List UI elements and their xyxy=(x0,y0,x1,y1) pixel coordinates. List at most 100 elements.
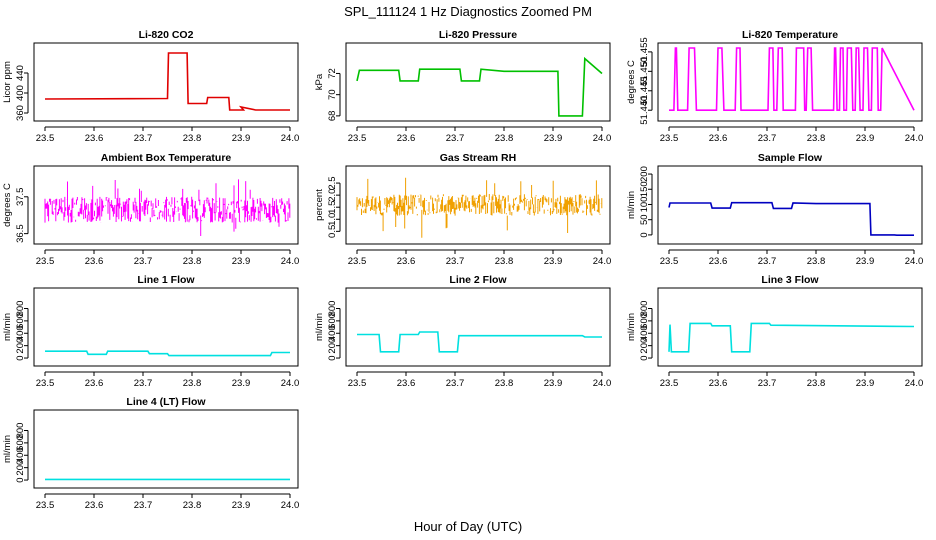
x-tick-label: 23.8 xyxy=(183,256,202,267)
x-tick-label: 23.7 xyxy=(446,378,465,389)
panel-grid: Li-820 CO2 23.5 23.6 23.7 23.8 23.9 24.0 360 400… xyxy=(2,29,923,511)
y-tick-label: 1.0 xyxy=(327,213,338,226)
x-tick-label: 23.9 xyxy=(856,133,875,144)
figure-xlabel: Hour of Day (UTC) xyxy=(414,519,522,534)
plot-frame xyxy=(33,287,299,367)
chart-panel-1: Li-820 CO2 23.5 23.6 23.7 23.8 23.9 24.0 360 400… xyxy=(2,29,299,144)
panel-title: Li-820 Pressure xyxy=(439,29,517,41)
x-tick-label: 24.0 xyxy=(593,378,612,389)
y-axis-label: percent xyxy=(314,189,325,221)
y-tick-label: 440 xyxy=(15,65,26,81)
x-tick-label: 23.8 xyxy=(183,133,202,144)
x-tick-label: 23.8 xyxy=(495,256,514,267)
y-tick-label: 100 xyxy=(639,197,650,213)
x-tick-label: 23.5 xyxy=(36,133,55,144)
x-tick-label: 24.0 xyxy=(905,378,924,389)
series-line xyxy=(45,350,290,357)
x-tick-label: 23.5 xyxy=(36,378,55,389)
x-tick-label: 24.0 xyxy=(593,256,612,267)
x-tick-label: 23.6 xyxy=(85,133,104,144)
x-tick-label: 24.0 xyxy=(281,256,300,267)
y-tick-label: 400 xyxy=(639,325,650,341)
x-tick-label: 23.5 xyxy=(348,256,367,267)
x-tick-label: 23.9 xyxy=(232,500,251,511)
x-tick-label: 24.0 xyxy=(905,256,924,267)
chart-panel-2: Li-820 Pressure 23.5 23.6 23.7 23.8 23.9 24.0 6… xyxy=(314,29,611,144)
y-tick-label: 2.0 xyxy=(327,189,338,202)
y-tick-label: 0 xyxy=(327,355,338,360)
x-tick-label: 23.5 xyxy=(36,500,55,511)
y-tick-label: 200 xyxy=(639,338,650,354)
x-tick-label: 23.8 xyxy=(807,133,826,144)
chart-panel-5: Gas Stream RH 23.5 23.6 23.7 23.8 23.9 24.0 0.5… xyxy=(314,152,611,267)
y-tick-label: 800 xyxy=(327,301,338,317)
panel-title: Li-820 Temperature xyxy=(742,29,838,41)
series-line xyxy=(44,52,290,111)
x-tick-label: 23.6 xyxy=(709,378,728,389)
series-noise-band xyxy=(44,179,291,236)
x-tick-label: 23.9 xyxy=(856,378,875,389)
x-tick-label: 23.9 xyxy=(544,256,563,267)
y-tick-label: 400 xyxy=(15,325,26,341)
plot-frame xyxy=(345,287,611,367)
x-tick-label: 24.0 xyxy=(281,378,300,389)
x-tick-label: 23.6 xyxy=(709,256,728,267)
y-tick-label: 0 xyxy=(639,355,650,360)
y-tick-label: 2.5 xyxy=(327,176,338,189)
y-tick-label: 37.5 xyxy=(15,188,26,207)
x-tick-label: 23.5 xyxy=(660,256,679,267)
panel-title: Sample Flow xyxy=(758,152,823,164)
y-axis-label: ml/min xyxy=(314,313,325,341)
series-line xyxy=(356,56,603,117)
x-tick-label: 23.7 xyxy=(134,378,153,389)
y-tick-label: 50 xyxy=(639,214,650,225)
series-line xyxy=(357,331,602,353)
y-tick-label: 0 xyxy=(639,232,650,237)
x-tick-label: 23.9 xyxy=(544,378,563,389)
x-tick-label: 23.5 xyxy=(36,256,55,267)
y-tick-label: 200 xyxy=(15,338,26,354)
y-tick-label: 51.450 xyxy=(639,57,650,86)
y-axis-label: ml/min xyxy=(2,435,13,463)
y-tick-label: 600 xyxy=(15,435,26,451)
x-tick-label: 23.6 xyxy=(397,133,416,144)
y-axis-label: Licor ppm xyxy=(2,61,13,103)
y-tick-label: 51.440 xyxy=(639,96,650,125)
x-tick-label: 23.9 xyxy=(856,256,875,267)
y-tick-label: 0.5 xyxy=(327,225,338,238)
x-tick-label: 23.6 xyxy=(85,378,104,389)
panel-title: Line 4 (LT) Flow xyxy=(126,396,206,408)
y-tick-label: 800 xyxy=(15,423,26,439)
panel-title: Ambient Box Temperature xyxy=(101,152,232,164)
y-tick-label: 600 xyxy=(639,313,650,329)
panel-title: Gas Stream RH xyxy=(440,152,516,164)
chart-panel-8: Line 2 Flow 23.5 23.6 23.7 23.8 23.9 24.0 02004… xyxy=(314,274,611,389)
x-tick-label: 23.7 xyxy=(758,378,777,389)
x-tick-label: 23.5 xyxy=(348,133,367,144)
y-tick-label: 800 xyxy=(15,301,26,317)
y-tick-label: 800 xyxy=(639,301,650,317)
x-tick-label: 23.6 xyxy=(85,256,104,267)
x-tick-label: 23.7 xyxy=(758,256,777,267)
y-tick-label: 200 xyxy=(639,166,650,182)
panel-title: Li-820 CO2 xyxy=(139,29,194,41)
x-tick-label: 23.8 xyxy=(183,500,202,511)
series-line xyxy=(668,322,915,353)
y-tick-label: 400 xyxy=(15,447,26,463)
y-tick-label: 70 xyxy=(327,89,338,100)
plot-frame xyxy=(657,287,923,367)
series-line xyxy=(668,201,914,236)
y-axis-label: ml/min xyxy=(2,313,13,341)
x-tick-label: 23.6 xyxy=(85,500,104,511)
plot-frame xyxy=(657,42,923,122)
x-tick-label: 23.7 xyxy=(134,500,153,511)
x-tick-label: 23.6 xyxy=(709,133,728,144)
x-tick-label: 24.0 xyxy=(281,133,300,144)
y-axis-label: kPa xyxy=(314,73,325,90)
x-tick-label: 23.5 xyxy=(660,378,679,389)
x-tick-label: 23.9 xyxy=(544,133,563,144)
plot-frame xyxy=(657,165,923,245)
series-noise-band xyxy=(356,177,603,238)
x-tick-label: 23.8 xyxy=(495,378,514,389)
